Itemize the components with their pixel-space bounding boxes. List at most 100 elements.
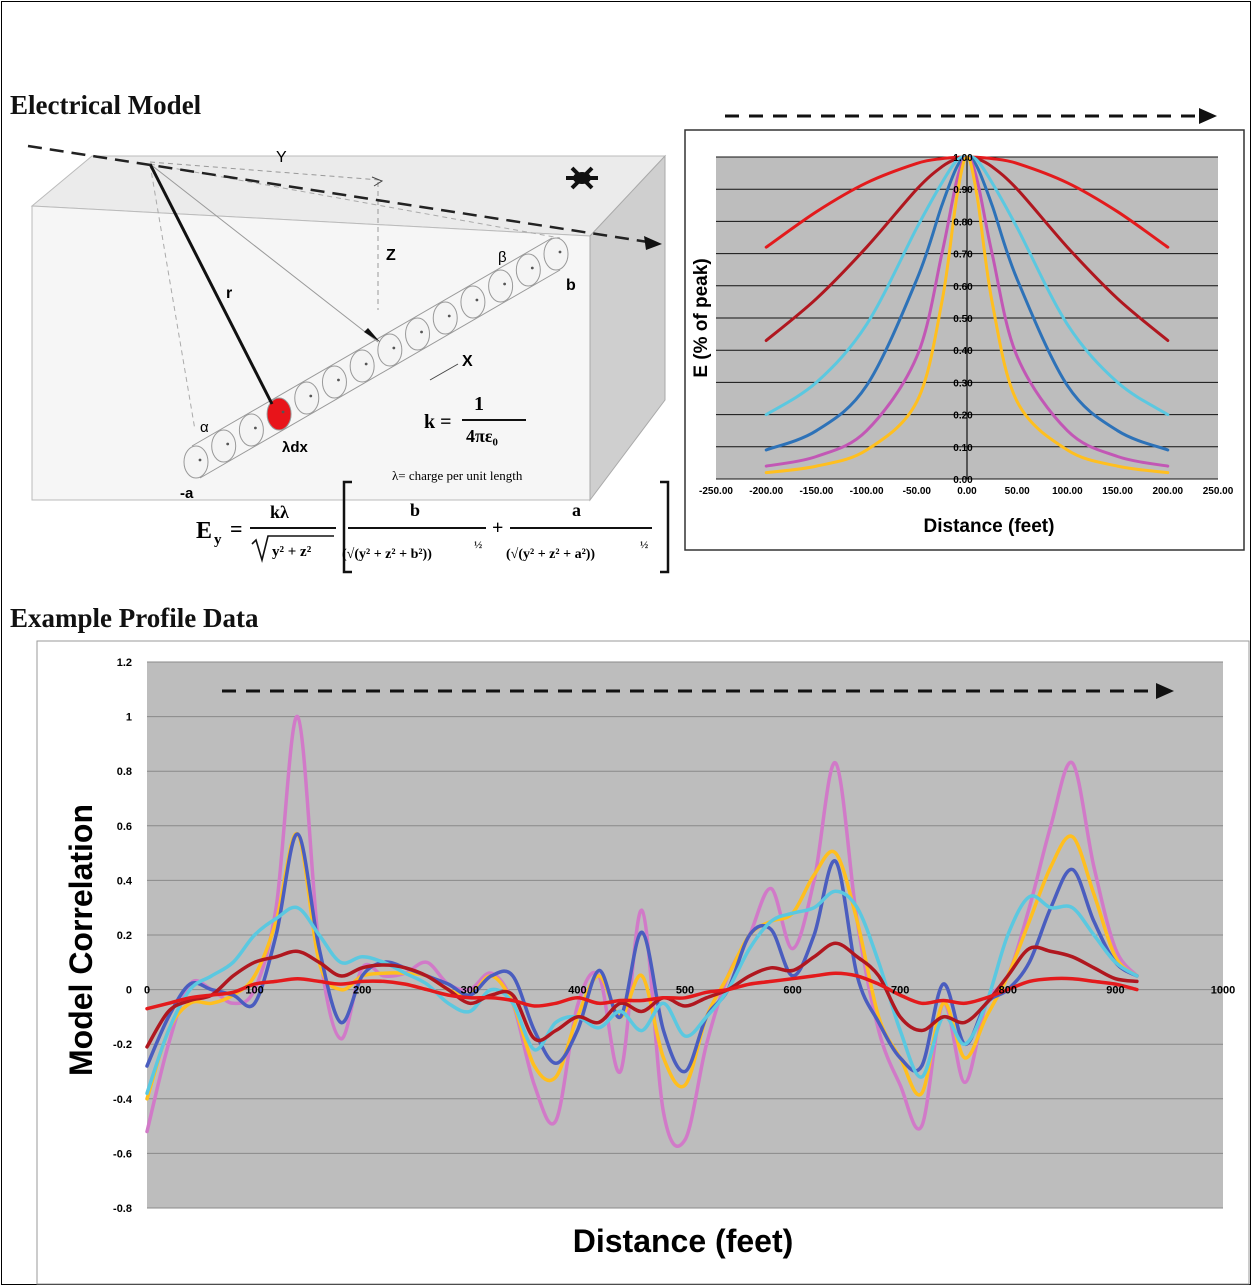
y-guide-line (149, 161, 381, 181)
wire-segment-dot (503, 282, 507, 286)
formula-right-bracket (660, 480, 670, 574)
label-beta: β (498, 249, 507, 266)
wire-segment-dot (337, 378, 340, 382)
y-tick-label: 0.4 (117, 875, 133, 887)
x-axis-marker (429, 363, 459, 381)
series-line (145, 889, 1139, 1096)
x-tick-label: 100 (245, 985, 263, 997)
x-tick-label: 250.00 (1203, 486, 1234, 497)
chart1-xlabel: Distance (feet) (924, 516, 1055, 537)
formula-eq: = (230, 516, 243, 541)
term1-denominator: (√(y² + z² + b²)) (342, 547, 432, 562)
x-tick-label: 500 (676, 985, 694, 997)
label-alpha: α (200, 419, 209, 436)
wire-segment-dot (226, 442, 230, 446)
model-correlation-chart: -0.8 -0.6 -0.4 -0.2 0 0.2 0.4 0.6 0.8 1 1.2 0 100 20… (36, 640, 1250, 1285)
x-tick-label: -100.00 (850, 486, 884, 497)
k-denominator: 4πε₀ (466, 426, 498, 446)
wire-edge-bottom (199, 269, 561, 479)
wire-segment (515, 253, 541, 287)
x-tick-label: 0.00 (957, 486, 977, 497)
x-tick-label: 900 (1106, 985, 1124, 997)
wire-segment (377, 333, 403, 367)
x-tick-label: -200.00 (749, 486, 783, 497)
x-tick-label: 0 (144, 985, 150, 997)
y-tick-label: 0.60 (953, 282, 973, 293)
series-line (145, 714, 1139, 1148)
term2-numerator: a (572, 500, 581, 520)
formula-lhs-sub: y (214, 532, 222, 548)
y-tick-label: 0.2 (117, 930, 132, 942)
flight-line-arrow (27, 144, 649, 244)
line-charge-wire (183, 237, 569, 479)
wire-segment (543, 237, 569, 271)
y-tick-label: 0.20 (953, 411, 973, 422)
wire-segment (460, 285, 486, 319)
wire-segment (238, 413, 264, 447)
chart2-y-ticks: -0.8 -0.6 -0.4 -0.2 0 0.2 0.4 0.6 0.8 1 1.2 (113, 657, 133, 1215)
chart2-ylabel: Model Correlation (63, 804, 99, 1076)
x-tick-label: 1000 (1211, 985, 1235, 997)
x-tick-label: 300 (461, 985, 479, 997)
charge-element-lambda-dx (266, 397, 292, 431)
label-lambda-dx: λdx (282, 439, 309, 456)
wire-segment-dot (309, 394, 313, 398)
wire-segment-dot (392, 346, 396, 350)
y-tick-label: 0.00 (953, 475, 973, 486)
wire-segment (405, 317, 431, 351)
wire-segment-dot (198, 458, 202, 462)
chart1-arrowhead (1199, 108, 1217, 124)
dashed-guide-right (149, 163, 561, 239)
label-neg-a: -a (180, 485, 194, 502)
charge-note: λ= charge per unit length (392, 468, 523, 483)
term2-denominator: (√(y² + z² + a²)) (506, 547, 595, 562)
label-z: Z (386, 247, 396, 264)
y-tick-label: -0.4 (113, 1094, 133, 1106)
x-tick-label: 200.00 (1153, 486, 1184, 497)
y-tick-label: 0.6 (117, 821, 132, 833)
y-tick-label: 0.50 (953, 314, 973, 325)
wire-segment (294, 381, 320, 415)
field-strength-chart: 0.00 0.10 0.20 0.30 0.40 0.50 0.60 0.70 0.80 0.90… (684, 108, 1245, 551)
chart1-ylabel: E (% of peak) (691, 258, 712, 377)
term2-exponent: ½ (640, 539, 648, 551)
chart1-y-ticks: 0.00 0.10 0.20 0.30 0.40 0.50 0.60 0.70 0.80 0.90… (953, 153, 973, 486)
y-tick-label: 0.40 (953, 346, 973, 357)
y-arrow-head (371, 176, 384, 187)
x-tick-label: 400 (568, 985, 586, 997)
term1-exponent: ½ (474, 539, 482, 551)
y-tick-label: -0.6 (113, 1148, 132, 1160)
guide-to-wire (149, 163, 379, 343)
y-tick-label: -0.2 (113, 1039, 132, 1051)
wire-segment (488, 269, 514, 303)
chart2-xlabel: Distance (feet) (573, 1223, 794, 1259)
label-x: X (462, 353, 473, 370)
heading-electrical-model: Electrical Model (10, 90, 202, 120)
sensor-star-icon (566, 166, 598, 190)
series-line (145, 971, 1139, 1011)
wire-segment (349, 349, 375, 383)
formula-plus: + (492, 517, 503, 539)
wire-edge-top (191, 237, 553, 447)
label-y: Y (276, 149, 287, 166)
term1-numerator: b (410, 500, 420, 520)
x-tick-label: -250.00 (699, 486, 733, 497)
y-tick-label: -0.8 (113, 1203, 132, 1215)
y-tick-label: 1.2 (117, 657, 132, 669)
x-tick-label: 200 (353, 985, 371, 997)
electrical-model-diagram: Y Z r X β b α -a λdx k = 1 4πε₀ λ= charg… (27, 144, 670, 574)
coef-root-sign (251, 535, 334, 564)
x-tick-label: 150.00 (1102, 486, 1133, 497)
heading-example-profile: Example Profile Data (10, 603, 259, 633)
wire-segment-dot (281, 410, 285, 414)
wire-segment (211, 429, 237, 463)
chart2-arrowhead (1156, 683, 1174, 699)
x-tick-label: 600 (783, 985, 801, 997)
label-b: b (566, 277, 576, 294)
formula-lhs: E (196, 518, 212, 544)
wire-segment-dot (475, 298, 479, 302)
y-tick-label: 0 (126, 985, 132, 997)
coef-numerator: kλ (270, 502, 289, 522)
x-tick-label: 100.00 (1052, 486, 1083, 497)
